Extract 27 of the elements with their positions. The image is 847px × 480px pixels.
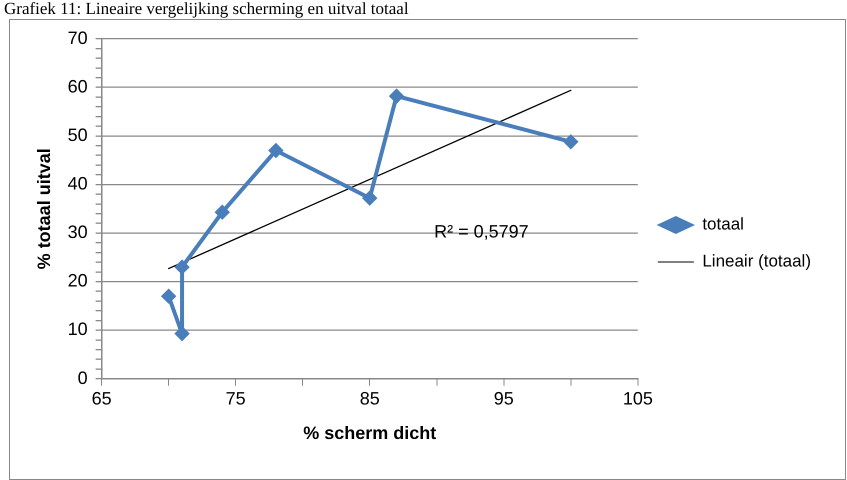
point xyxy=(161,288,176,304)
x-tick-label: 75 xyxy=(226,388,246,409)
y-axis-title: % totaal uitval xyxy=(34,148,54,270)
y-tick-label: 0 xyxy=(78,368,88,388)
point xyxy=(362,190,378,206)
y-tick-label: 70 xyxy=(68,28,88,48)
x-tick-label: 105 xyxy=(622,388,653,409)
y-tick-label: 40 xyxy=(68,173,88,194)
x-tick-label: 85 xyxy=(360,388,380,409)
point xyxy=(268,143,284,158)
point xyxy=(174,326,190,342)
x-tick-label: 65 xyxy=(92,388,112,409)
x-tick-label: 95 xyxy=(494,388,514,409)
y-tick-label: 10 xyxy=(68,319,88,340)
legend-label: totaal xyxy=(702,214,744,234)
y-tick-label: 60 xyxy=(68,76,88,96)
point xyxy=(389,88,404,104)
point xyxy=(174,260,190,275)
y-tick-label: 30 xyxy=(68,222,88,242)
chart-title: Grafiek 11: Lineaire vergelijking scherming en uitval totaal xyxy=(4,0,409,18)
y-tick-label: 50 xyxy=(68,124,88,145)
x-axis-title: % scherm dicht xyxy=(303,423,436,444)
y-tick-label: 20 xyxy=(68,270,88,291)
legend-label: Lineair (totaal) xyxy=(702,252,812,271)
annotation: R² = 0,5797 xyxy=(434,222,529,242)
point xyxy=(563,134,578,150)
point xyxy=(214,204,230,220)
